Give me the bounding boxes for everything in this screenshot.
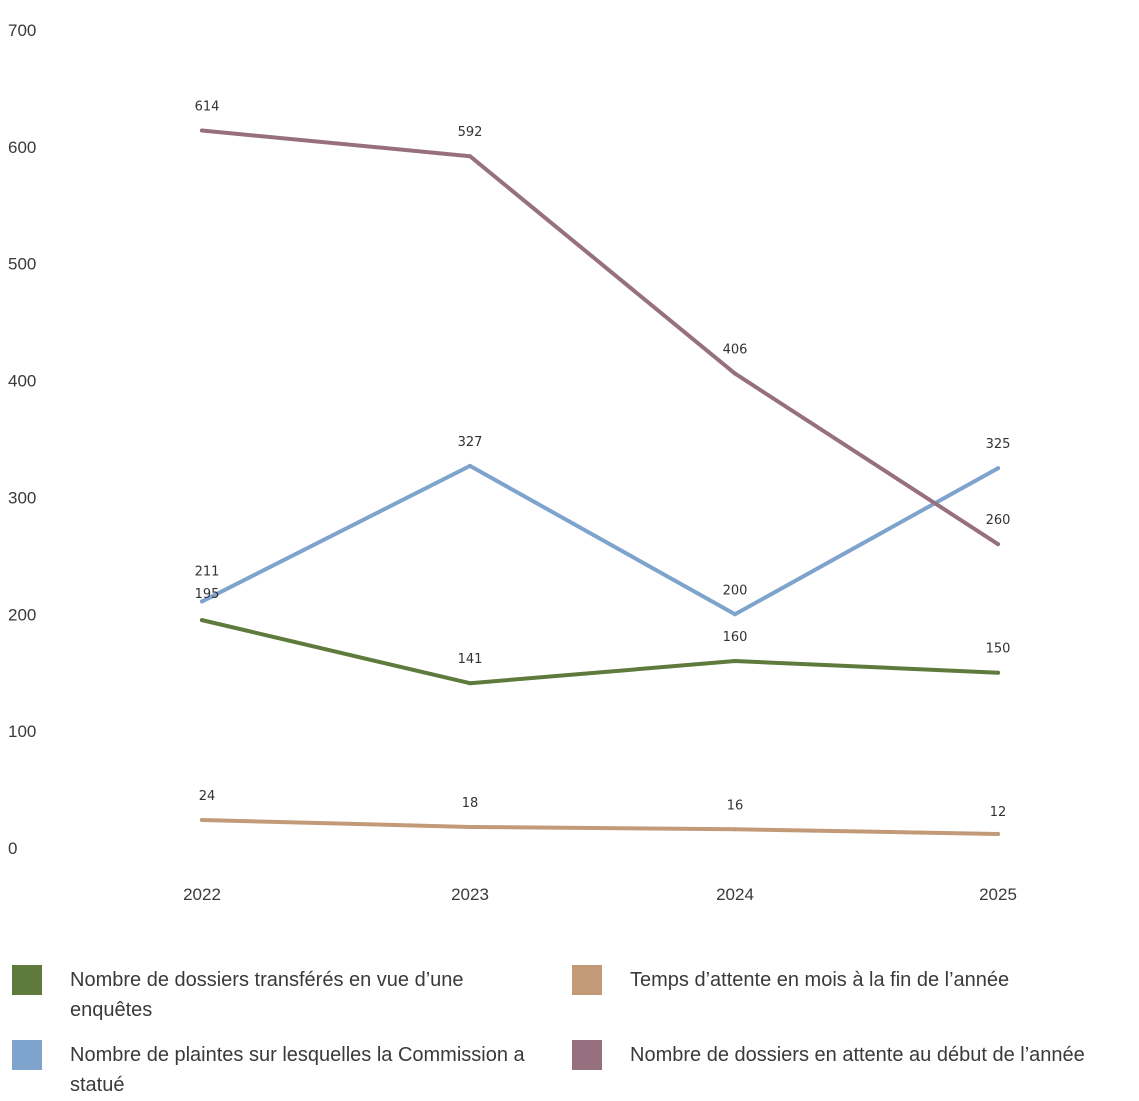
data-label: 200 bbox=[723, 583, 748, 598]
series-line-3 bbox=[200, 463, 1000, 617]
data-point bbox=[996, 542, 1000, 547]
y-axis: 0 100 200 300 400 500 600 700 bbox=[8, 21, 36, 858]
data-point bbox=[468, 463, 472, 468]
data-point bbox=[733, 612, 737, 617]
data-label: 24 bbox=[199, 789, 216, 804]
data-point bbox=[733, 659, 737, 664]
data-label: 12 bbox=[990, 805, 1007, 820]
series-layer bbox=[200, 128, 1000, 836]
y-tick-label: 600 bbox=[8, 138, 36, 157]
legend-item-dossiers-en-attente: Nombre de dossiers en attente au début d… bbox=[572, 1040, 1139, 1070]
data-point bbox=[200, 128, 204, 133]
legend-item-plaintes-statuees: Nombre de plaintes sur lesquelles la Com… bbox=[12, 1040, 532, 1100]
series-line-4 bbox=[200, 128, 1000, 547]
y-tick-label: 700 bbox=[8, 21, 36, 40]
data-label: 327 bbox=[458, 435, 483, 450]
legend-label: Temps d’attente en mois à la fin de l’an… bbox=[630, 969, 1010, 991]
legend-item-dossiers-transferes: Nombre de dossiers transférés en vue d’u… bbox=[12, 965, 532, 1025]
data-point bbox=[733, 371, 737, 376]
y-tick-label: 0 bbox=[8, 839, 17, 858]
data-label: 18 bbox=[462, 796, 479, 811]
data-point bbox=[200, 599, 204, 604]
y-tick-label: 400 bbox=[8, 372, 36, 391]
data-label: 325 bbox=[986, 437, 1011, 452]
legend-swatch bbox=[572, 965, 602, 995]
data-label: 141 bbox=[458, 652, 483, 667]
data-point bbox=[996, 831, 1000, 836]
data-label: 406 bbox=[723, 343, 748, 358]
legend-swatch bbox=[12, 965, 42, 995]
data-labels: 195 141 160 150 24 18 16 12 211 327 200 325 614 592 40… bbox=[195, 99, 1011, 819]
data-label: 614 bbox=[195, 99, 220, 114]
data-point bbox=[468, 681, 472, 686]
x-tick-label: 2025 bbox=[979, 885, 1017, 904]
y-tick-label: 100 bbox=[8, 722, 36, 741]
y-tick-label: 500 bbox=[8, 255, 36, 274]
legend-swatch bbox=[572, 1040, 602, 1070]
legend-label: Nombre de plaintes sur lesquelles la Com… bbox=[70, 1044, 525, 1096]
legend-label: Nombre de dossiers transférés en vue d’u… bbox=[70, 969, 464, 1021]
data-label: 150 bbox=[986, 642, 1011, 657]
data-label: 195 bbox=[195, 587, 220, 602]
data-label: 592 bbox=[458, 125, 483, 140]
data-label: 211 bbox=[195, 564, 220, 579]
x-tick-label: 2024 bbox=[716, 885, 754, 904]
data-point bbox=[200, 817, 204, 822]
legend-label: Nombre de dossiers en attente au début d… bbox=[630, 1044, 1085, 1066]
x-axis: 2022 2023 2024 2025 bbox=[183, 885, 1017, 904]
legend-item-temps-attente: Temps d’attente en mois à la fin de l’an… bbox=[572, 965, 1132, 995]
data-point bbox=[996, 670, 1000, 675]
series-line-2 bbox=[200, 817, 1000, 836]
data-label: 160 bbox=[723, 630, 748, 645]
data-label: 16 bbox=[727, 798, 744, 813]
data-point bbox=[468, 154, 472, 159]
chart-legend: Nombre de dossiers transférés en vue d’u… bbox=[0, 955, 1139, 1101]
y-tick-label: 200 bbox=[8, 605, 36, 624]
data-point bbox=[468, 824, 472, 829]
data-point bbox=[996, 466, 1000, 471]
legend-swatch bbox=[12, 1040, 42, 1070]
series-line-1 bbox=[200, 618, 1000, 686]
x-tick-label: 2023 bbox=[451, 885, 489, 904]
data-point bbox=[200, 618, 204, 623]
data-label: 260 bbox=[986, 513, 1011, 528]
x-tick-label: 2022 bbox=[183, 885, 221, 904]
y-tick-label: 300 bbox=[8, 488, 36, 507]
data-point bbox=[733, 827, 737, 832]
